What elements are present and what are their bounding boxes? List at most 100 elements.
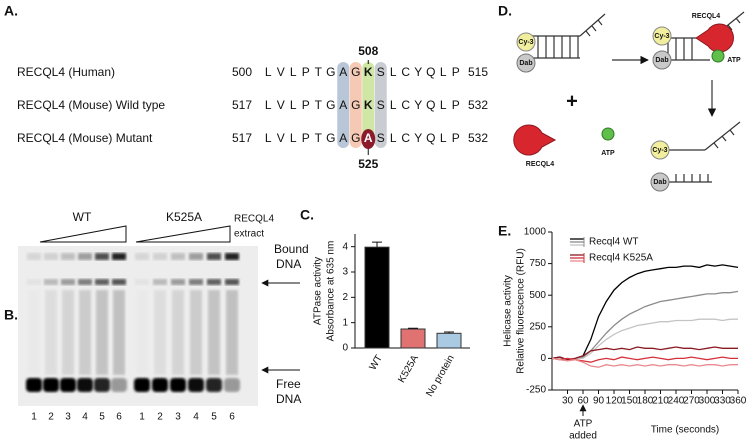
residue: A xyxy=(339,65,347,79)
residue: P xyxy=(452,98,460,112)
lane-number: 6 xyxy=(116,412,122,423)
residue: T xyxy=(315,65,323,79)
residue: S xyxy=(377,98,385,112)
residue: K xyxy=(364,98,373,112)
gel-band xyxy=(60,378,76,392)
atp xyxy=(601,127,615,141)
gel-smear xyxy=(96,290,108,375)
x-tick-label: 270 xyxy=(683,396,700,407)
error-bar xyxy=(444,331,454,334)
residue: C xyxy=(401,98,410,112)
y-axis-label: Relative fluorescence (RFU) xyxy=(516,248,527,374)
residue: L xyxy=(440,131,447,145)
gel-band xyxy=(27,253,41,260)
annotation: added xyxy=(569,431,597,442)
gel-band xyxy=(207,279,221,285)
residue: G xyxy=(351,98,360,112)
residue: T xyxy=(315,98,323,112)
residue: P xyxy=(302,65,310,79)
error-bar xyxy=(372,241,382,248)
y-tick-label: 1000 xyxy=(524,227,547,238)
data-line xyxy=(551,356,738,363)
residue: C xyxy=(401,65,410,79)
x-tick-label: WT xyxy=(368,353,385,372)
x-tick-label: 180 xyxy=(637,396,654,407)
gel-band xyxy=(170,378,186,392)
enzyme xyxy=(695,23,734,53)
atp-label: ATP xyxy=(727,57,741,64)
dye xyxy=(516,32,536,52)
residue: Q xyxy=(426,65,435,79)
gel-band xyxy=(135,279,149,285)
group-label: WT xyxy=(73,210,92,224)
base-stubs xyxy=(675,174,709,182)
legend-label: Recql4 WT xyxy=(589,237,638,248)
gel-band xyxy=(206,378,222,392)
gel-band xyxy=(188,378,204,392)
free-label: Free xyxy=(276,377,301,391)
lane-number: 3 xyxy=(65,412,71,423)
y-tick-label: 500 xyxy=(529,290,546,301)
column-highlight xyxy=(337,62,350,148)
gel-band xyxy=(112,279,126,285)
gel-band xyxy=(95,279,109,285)
dye-label: Cy-3 xyxy=(654,33,669,40)
start-position: 500 xyxy=(232,65,252,79)
gel-smear xyxy=(136,290,148,375)
residue: V xyxy=(277,131,285,145)
residue: A xyxy=(339,131,347,145)
gel-band xyxy=(61,253,75,260)
enzyme-label: RECQL4 xyxy=(526,161,555,168)
lane-number: 2 xyxy=(157,412,163,423)
x-tick-label: 150 xyxy=(621,396,638,407)
residue: L xyxy=(265,131,272,145)
gel-band xyxy=(111,378,127,392)
residue: L xyxy=(390,98,397,112)
base-pairs xyxy=(537,36,579,58)
y-tick-label: 250 xyxy=(529,321,546,332)
gel-band xyxy=(152,378,168,392)
gel-band xyxy=(134,378,150,392)
gel-band xyxy=(224,378,240,392)
dye xyxy=(650,140,670,160)
highlight-group xyxy=(361,129,376,149)
data-line xyxy=(552,318,738,361)
lane-number: 1 xyxy=(31,412,37,423)
residue: P xyxy=(452,65,460,79)
gel-band xyxy=(112,253,126,260)
residue: G xyxy=(326,131,335,145)
x-tick-label: 90 xyxy=(593,396,605,407)
gel-band xyxy=(61,279,75,285)
residue: C xyxy=(401,131,410,145)
y-tick-label: 2 xyxy=(342,292,348,303)
data-line xyxy=(551,290,739,361)
gel-band xyxy=(44,279,58,285)
gel-smear xyxy=(226,290,238,375)
panel-label: E. xyxy=(498,223,511,239)
residue: Y xyxy=(414,98,422,112)
data-line xyxy=(551,346,738,361)
residue: L xyxy=(390,65,397,79)
bar xyxy=(364,246,390,349)
gel-band xyxy=(225,279,239,285)
residue: L xyxy=(265,65,272,79)
enzyme xyxy=(513,124,557,156)
gel-band xyxy=(153,279,167,285)
residue: P xyxy=(302,98,310,112)
single-strand xyxy=(579,13,606,37)
gel-band xyxy=(153,253,167,260)
residue-marker: 508 xyxy=(358,44,378,58)
data-line xyxy=(551,264,739,361)
residue: Q xyxy=(426,131,435,145)
x-axis-label: Time (seconds) xyxy=(651,425,720,436)
y-tick-label: -250 xyxy=(526,385,546,396)
y-tick-label: 3 xyxy=(342,267,348,278)
x-tick-label: 240 xyxy=(668,396,685,407)
gel-band xyxy=(207,253,221,260)
column-highlight xyxy=(374,62,387,148)
gel-smear xyxy=(113,290,125,375)
lane-number: 3 xyxy=(175,412,181,423)
gel-smear xyxy=(28,290,40,375)
